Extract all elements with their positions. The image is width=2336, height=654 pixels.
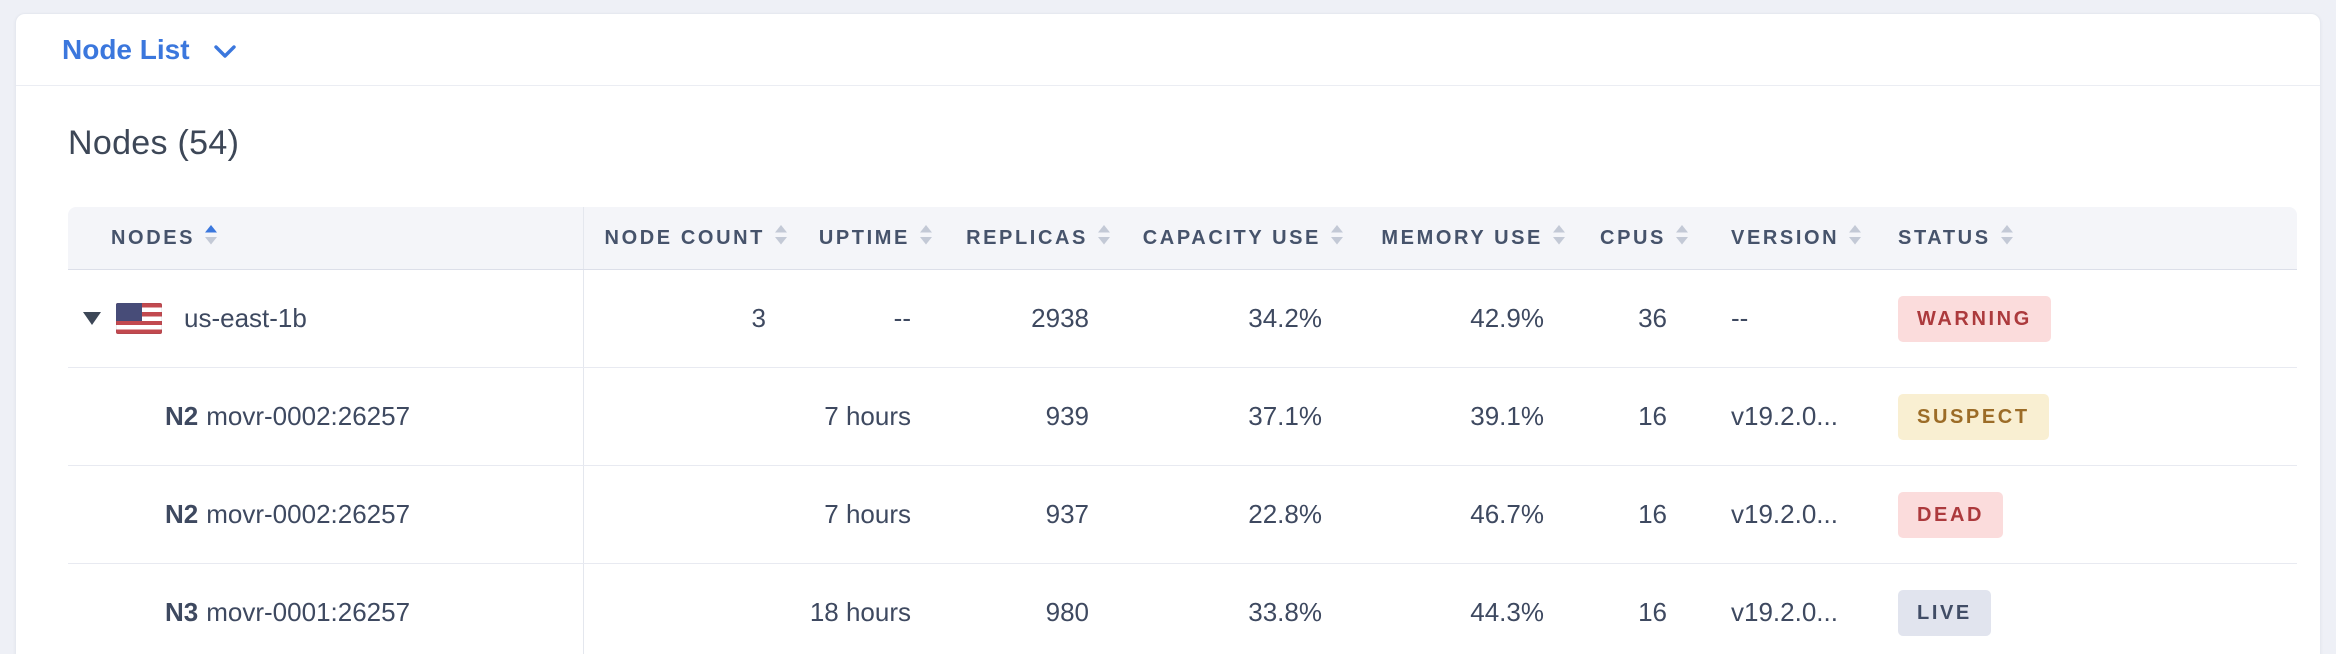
cell-version: v19.2.0...: [1731, 401, 1838, 431]
cell-version: v19.2.0...: [1731, 499, 1838, 529]
cell-uptime: --: [893, 303, 911, 333]
page-title: Nodes (54): [68, 124, 240, 162]
cell-cpus: 16: [1638, 401, 1667, 431]
cell-status: SUSPECT: [1878, 368, 2297, 465]
cell-status: WARNING: [1878, 270, 2297, 367]
cell-version: v19.2.0...: [1731, 597, 1838, 627]
column-header-version[interactable]: VERSION: [1689, 207, 1878, 269]
cell-nodes: us-east-1b: [68, 270, 584, 367]
cell-node-count: [584, 368, 788, 465]
column-label: REPLICAS: [966, 226, 1088, 249]
column-label: UPTIME: [818, 226, 910, 249]
status-badge: DEAD: [1898, 491, 2004, 538]
cell-nodes: N2 movr-0002:26257: [68, 466, 584, 563]
sort-icon: [2000, 224, 2014, 252]
sort-icon: [1097, 224, 1111, 252]
column-label: VERSION: [1731, 226, 1840, 249]
column-label: NODE COUNT: [604, 226, 765, 249]
us-flag-icon: [116, 303, 162, 334]
view-selector-bar: Node List: [16, 14, 2320, 86]
column-label: NODES: [111, 226, 196, 249]
sort-icon: [1552, 224, 1566, 252]
cell-nodes: N2 movr-0002:26257: [68, 368, 584, 465]
table-row: N3 movr-0001:26257 18 hours 980 33.8% 44…: [68, 564, 2297, 654]
cell-cpus: 16: [1638, 597, 1667, 627]
column-header-cpus[interactable]: CPUS: [1566, 207, 1689, 269]
column-label: CAPACITY USE: [1142, 226, 1321, 249]
node-id: N2: [165, 401, 199, 431]
cell-uptime: 7 hours: [824, 499, 911, 529]
cell-status: LIVE: [1878, 564, 2297, 654]
table-row: N2 movr-0002:26257 7 hours 939 37.1% 39.…: [68, 368, 2297, 466]
column-header-uptime[interactable]: UPTIME: [788, 207, 933, 269]
cell-cpus: 16: [1638, 499, 1667, 529]
column-header-memory-use[interactable]: MEMORY USE: [1344, 207, 1566, 269]
node-id: N2: [165, 499, 199, 529]
cell-capacity-use: 33.8%: [1248, 597, 1322, 627]
status-badge: SUSPECT: [1898, 393, 2049, 440]
collapse-caret-icon[interactable]: [83, 312, 101, 325]
table-header-row: NODES NODE COUNT UPTIME REPLICAS CAPACIT…: [68, 207, 2297, 270]
node-list-card: Node List Nodes (54) NODES NODE COUNT UP…: [15, 13, 2321, 654]
cell-cpus: 36: [1638, 303, 1667, 333]
cell-memory-use: 39.1%: [1470, 401, 1544, 431]
status-badge: WARNING: [1898, 295, 2051, 342]
node-address: movr-0002:26257: [206, 499, 411, 529]
status-badge: LIVE: [1898, 589, 1991, 636]
cell-status: DEAD: [1878, 466, 2297, 563]
chevron-down-icon: [213, 34, 236, 66]
column-label: CPUS: [1600, 226, 1666, 249]
sort-icon: [1675, 224, 1689, 252]
cell-node-count: [584, 564, 788, 654]
column-label: STATUS: [1898, 226, 1991, 249]
cell-replicas: 939: [1045, 401, 1089, 431]
cell-capacity-use: 34.2%: [1248, 303, 1322, 333]
cell-memory-use: 44.3%: [1470, 597, 1544, 627]
column-header-replicas[interactable]: REPLICAS: [933, 207, 1111, 269]
sort-icon: [204, 224, 218, 252]
cell-replicas: 937: [1045, 499, 1089, 529]
cell-memory-use: 46.7%: [1470, 499, 1544, 529]
cell-node-count: [584, 466, 788, 563]
column-header-nodes[interactable]: NODES: [68, 207, 584, 269]
sort-icon: [1330, 224, 1344, 252]
table-row-group: us-east-1b 3 -- 2938 34.2% 42.9% 36 -- W…: [68, 270, 2297, 368]
cell-node-count: 3: [751, 303, 766, 333]
node-address: movr-0001:26257: [206, 597, 411, 627]
column-header-capacity-use[interactable]: CAPACITY USE: [1111, 207, 1344, 269]
locality-name: us-east-1b: [184, 303, 307, 333]
node-id: N3: [165, 597, 199, 627]
node-address: movr-0002:26257: [206, 401, 411, 431]
sort-icon: [1848, 224, 1862, 252]
table-row: N2 movr-0002:26257 7 hours 937 22.8% 46.…: [68, 466, 2297, 564]
nodes-table: NODES NODE COUNT UPTIME REPLICAS CAPACIT…: [68, 207, 2297, 654]
column-header-status[interactable]: STATUS: [1878, 207, 2297, 269]
cell-capacity-use: 37.1%: [1248, 401, 1322, 431]
cell-replicas: 2938: [1031, 303, 1089, 333]
cell-capacity-use: 22.8%: [1248, 499, 1322, 529]
cell-nodes: N3 movr-0001:26257: [68, 564, 584, 654]
cell-uptime: 7 hours: [824, 401, 911, 431]
node-list-dropdown[interactable]: Node List: [62, 34, 236, 66]
cell-memory-use: 42.9%: [1470, 303, 1544, 333]
sort-icon: [774, 224, 788, 252]
node-list-dropdown-label: Node List: [62, 33, 190, 65]
cell-version: --: [1731, 303, 1749, 333]
column-label: MEMORY USE: [1381, 226, 1543, 249]
nodes-section: Nodes (54) NODES NODE COUNT UPTIME REPLI…: [16, 124, 2320, 654]
cell-uptime: 18 hours: [809, 597, 911, 627]
cell-replicas: 980: [1045, 597, 1089, 627]
column-header-node-count[interactable]: NODE COUNT: [584, 207, 788, 269]
sort-icon: [919, 224, 933, 252]
